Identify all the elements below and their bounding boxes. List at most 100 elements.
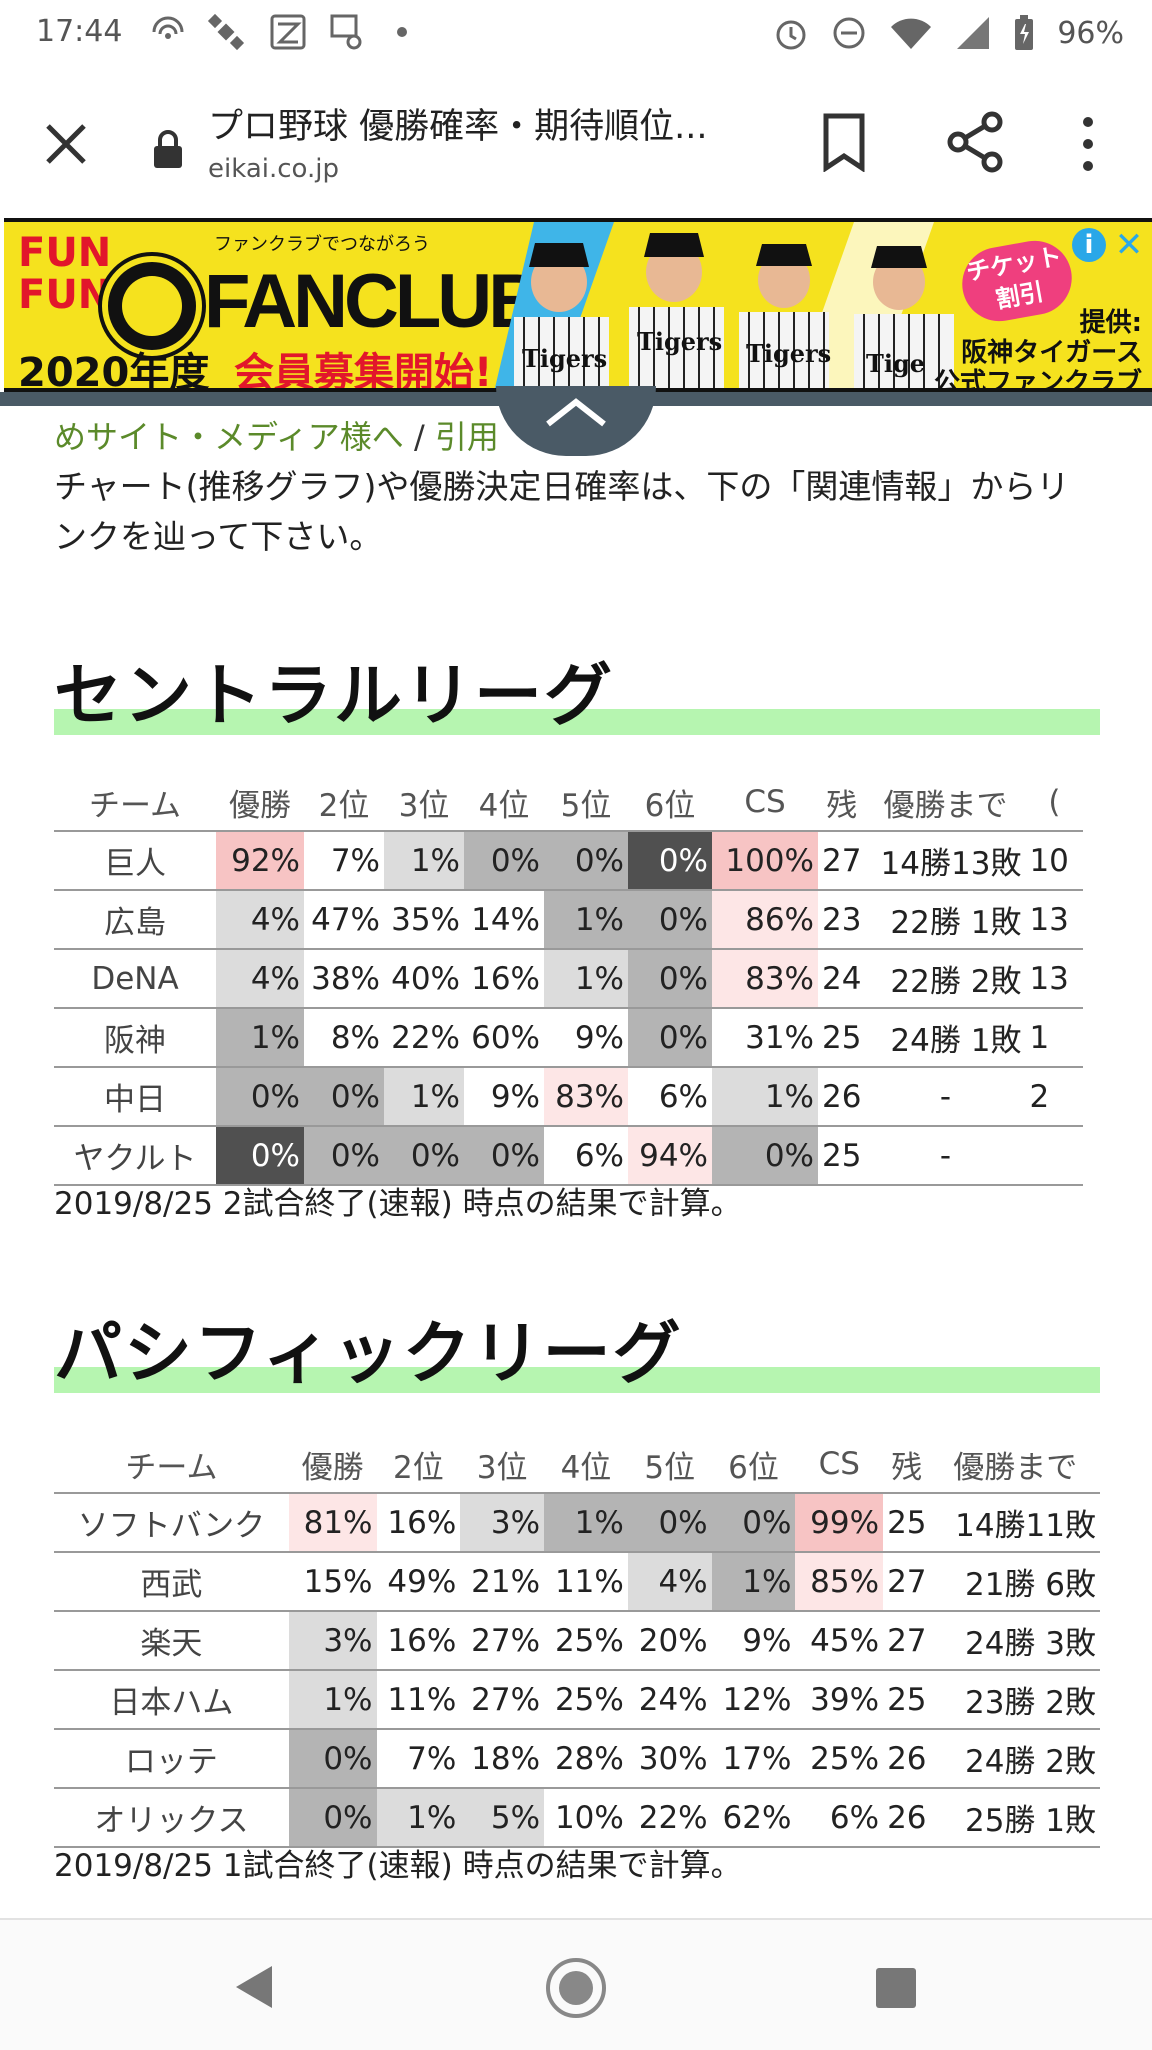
team-name: 阪神 (54, 1007, 216, 1067)
probability-cell: 0% (628, 948, 712, 1008)
breadcrumb: めサイト・メディア様へ / 引用 (54, 412, 499, 458)
probability-cell: 1% (384, 830, 464, 890)
probability-cell: 9% (711, 1610, 796, 1670)
ad-sponsor-1: 提供: (1079, 308, 1142, 338)
probability-cell: 1% (384, 1066, 464, 1126)
status-time: 17:44 (36, 14, 123, 49)
probability-cell: 99% (795, 1492, 884, 1552)
probability-cell: 0% (712, 1125, 818, 1186)
wins-needed-cell: 22勝 1敗 (865, 889, 1026, 949)
remaining-games-cell: 25 (883, 1492, 931, 1552)
extra-cell: 13 (1025, 889, 1084, 949)
recents-nav-icon[interactable] (874, 1966, 918, 2010)
team-name: DeNA (54, 948, 216, 1008)
probability-cell: 0% (304, 1066, 384, 1126)
central-standings-table: チーム 優勝 2位 3位 4位 5位 6位 CS 残優勝まで(巨人 92% 7% 1% 0% 0% 0% 10… (54, 774, 1084, 1186)
probability-cell: 27% (460, 1610, 545, 1670)
remaining-games-cell: 24 (818, 948, 866, 1008)
probability-cell: 6% (628, 1066, 712, 1126)
team-name: 中日 (54, 1066, 216, 1126)
breadcrumb-link-media[interactable]: めサイト・メディア様へ (54, 418, 404, 456)
ad-fun-1: FUN (18, 230, 112, 276)
probability-cell: 60% (464, 1007, 544, 1067)
probability-cell: 16% (376, 1610, 461, 1670)
probability-cell: 20% (627, 1610, 712, 1670)
probability-cell: 94% (628, 1125, 712, 1186)
wins-needed-cell: 25勝 1敗 (930, 1787, 1100, 1848)
probability-cell: 0% (628, 1007, 712, 1067)
central-league-heading: セントラルリーグ (54, 640, 1100, 739)
lock-icon (154, 130, 182, 168)
probability-cell: 0% (627, 1492, 712, 1552)
close-tab-button[interactable] (40, 118, 92, 170)
central-table-row: 巨人 92% 7% 1% 0% 0% 0% 100% 27 14勝13敗 10 (54, 830, 1084, 890)
remaining-games-cell: 27 (818, 830, 866, 890)
central-table-row: 中日 0% 0% 1% 9% 83% 6% 1% 26-2 (54, 1066, 1084, 1126)
pacific-header-row: チーム 優勝 2位 3位 4位 5位 6位 CS 残優勝まで (54, 1436, 1100, 1493)
central-col-header: 残 (826, 787, 858, 824)
do-not-disturb-icon (833, 17, 865, 49)
probability-cell: 92% (216, 830, 304, 890)
probability-cell: 1% (711, 1551, 796, 1611)
pacific-heading-highlight (54, 1367, 1100, 1393)
probability-cell: 21% (460, 1551, 545, 1611)
ad-sponsor-3: 公式ファンクラブ (933, 368, 1142, 392)
remaining-games-cell: 25 (883, 1669, 931, 1729)
status-bar: 17:44 96% (0, 0, 1152, 68)
probability-cell: 49% (376, 1551, 461, 1611)
team-name: 楽天 (54, 1610, 289, 1670)
probability-cell: 3% (460, 1492, 545, 1552)
probability-cell: 0% (216, 1125, 304, 1186)
probability-cell: 0% (628, 889, 712, 949)
probability-cell: 16% (376, 1492, 461, 1552)
central-table-row: 阪神 1% 8% 22% 60% 9% 0% 31% 25 24勝 1敗 1 (54, 1007, 1084, 1067)
share-button[interactable] (944, 110, 1008, 174)
probability-cell: 25% (544, 1669, 628, 1729)
probability-cell: 83% (712, 948, 818, 1008)
ad-close-icon[interactable]: ✕ (1114, 225, 1144, 265)
team-name: オリックス (54, 1787, 289, 1848)
probability-cell: 39% (795, 1669, 884, 1729)
pacific-col-header: 6位 (728, 1449, 779, 1486)
probability-cell: 22% (384, 1007, 464, 1067)
back-nav-icon[interactable] (230, 1962, 278, 2012)
wins-needed-cell: - (865, 1066, 1026, 1126)
probability-cell: 17% (711, 1728, 796, 1788)
probability-cell: 25% (795, 1728, 884, 1788)
more-menu-button[interactable] (1072, 112, 1104, 176)
probability-cell: 38% (304, 948, 384, 1008)
probability-cell: 1% (216, 1007, 304, 1067)
central-heading-text: セントラルリーグ (54, 657, 615, 736)
extra-cell: 1 (1025, 1007, 1084, 1067)
remaining-games-cell: 27 (883, 1551, 931, 1611)
system-nav-bar (0, 1918, 1152, 2050)
wins-needed-cell: 24勝 1敗 (865, 1007, 1026, 1067)
probability-cell: 1% (288, 1669, 377, 1729)
pacific-table-row: オリックス 0% 1% 5% 10% 22% 62% 6% 26 25勝 1敗 (54, 1787, 1100, 1848)
probability-cell: 1% (712, 1066, 818, 1126)
pacific-table-row: 楽天 3% 16% 27% 25% 20% 9% 45% 27 24勝 3敗 (54, 1610, 1100, 1670)
page-title[interactable]: プロ野球 優勝確率・期待順位... (208, 107, 708, 147)
ad-info-icon[interactable]: i (1072, 228, 1106, 262)
bookmark-button[interactable] (820, 112, 868, 172)
probability-cell: 7% (304, 830, 384, 890)
page-domain[interactable]: eikai.co.jp (208, 154, 339, 184)
browser-toolbar: プロ野球 優勝確率・期待順位... eikai.co.jp (0, 68, 1152, 218)
ad-player3-jersey: Tigers (746, 339, 831, 368)
probability-cell: 62% (711, 1787, 796, 1848)
probability-cell: 86% (712, 889, 818, 949)
team-name: 広島 (54, 889, 216, 949)
ad-collapse-button[interactable] (496, 386, 656, 456)
pacific-table-row: 西武 15% 49% 21% 11% 4% 1% 85% 27 21勝 6敗 (54, 1551, 1100, 1611)
ad-year: 2020年度 (18, 350, 210, 392)
intro-text: チャート(推移グラフ)や優勝決定日確率は、下の「関連情報」からリンクを辿って下さ… (54, 467, 1070, 556)
breadcrumb-link-quote[interactable]: 引用 (434, 418, 499, 456)
remaining-games-cell: 25 (818, 1007, 866, 1067)
probability-cell: 11% (544, 1551, 628, 1611)
pacific-note: 2019/8/25 1試合終了(速報) 時点の結果で計算。 (54, 1848, 742, 1884)
extra-cell: 10 (1025, 830, 1084, 890)
ad-banner[interactable]: FUN FUN ファンクラブでつながろう FANCLUB 2020年度 会員募集開… (4, 218, 1152, 392)
wins-needed-cell: 24勝 2敗 (930, 1728, 1100, 1788)
probability-cell: 25% (544, 1610, 628, 1670)
home-nav-icon[interactable] (544, 1956, 608, 2020)
